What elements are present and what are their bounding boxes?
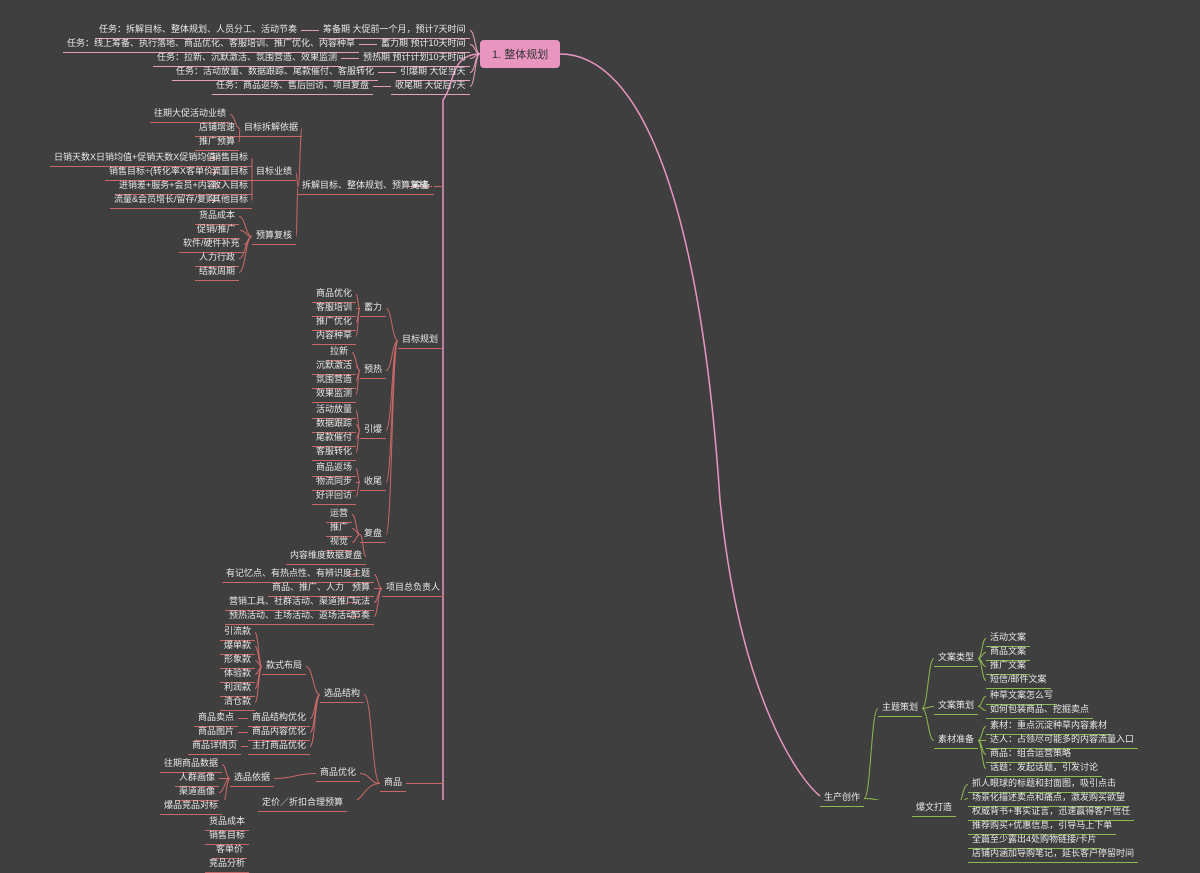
mindmap-node: 短信/邮件文案 <box>986 672 1051 689</box>
mindmap-node: 流量&会员增长/留存/复购 <box>110 192 219 209</box>
mindmap-node: 内容维度数据复盘 <box>286 548 366 565</box>
mindmap-node: 目标业绩 <box>252 164 296 181</box>
mindmap-node: 如何包装商品、挖掘卖点 <box>986 702 1093 719</box>
mindmap-node: 生产创作 <box>820 790 864 807</box>
mindmap-node: 素材准备 <box>934 732 978 749</box>
mindmap-node: 推广预算 <box>195 134 239 151</box>
mindmap-node: 收尾 <box>360 474 386 491</box>
mindmap-node: 主打商品优化 <box>248 738 310 755</box>
mindmap-node: 款式布局 <box>262 658 306 675</box>
mindmap-node: 预热活动、主场活动、返场活动 <box>225 608 359 625</box>
mindmap-node: 主题策划 <box>878 700 922 717</box>
mindmap-node: 商品详情页 <box>188 738 241 755</box>
mindmap-node: 引爆 <box>360 422 386 439</box>
mindmap-node: 竞品分析 <box>205 856 249 873</box>
mindmap-node: 预算复核 <box>252 228 296 245</box>
mindmap-node: 商品优化 <box>316 765 360 782</box>
mindmap-node: 好评回访 <box>312 488 356 505</box>
mindmap-node: 目标拆解依据 <box>240 120 302 137</box>
mindmap-node: 店铺内涵加导购笔记，延长客户停留时间 <box>968 846 1138 863</box>
mindmap-node: 收尾期 大促后7天 <box>391 78 470 95</box>
mindmap-node: 文案策划 <box>934 698 978 715</box>
mindmap-node: 清仓款 <box>220 694 255 711</box>
mindmap-node: 预热 <box>360 362 386 379</box>
mindmap-node: 文案类型 <box>934 650 978 667</box>
mindmap-node: 爆品竞品对标 <box>160 798 222 815</box>
mindmap-node: 效果监测 <box>312 386 356 403</box>
mindmap-node: 1. 整体规划 <box>480 40 560 68</box>
mindmap-node: 话题：发起话题，引发讨论 <box>986 760 1102 777</box>
mindmap-node: 结款周期 <box>195 264 239 281</box>
mindmap-node: 内容种草 <box>312 328 356 345</box>
mindmap-node: 拆解目标、整体规划、预算复核 <box>298 178 432 195</box>
mindmap-node: 复盘 <box>360 526 386 543</box>
mindmap-node: 客服转化 <box>312 444 356 461</box>
mindmap-node: 定价／折扣合理预算 <box>258 795 347 812</box>
mindmap-node: 爆文打造 <box>912 800 956 817</box>
mindmap-node: 目标规划 <box>398 332 442 349</box>
mindmap-node: 项目总负责人 <box>382 580 444 597</box>
mindmap-node: 选品结构 <box>320 686 364 703</box>
mindmap-node: 蓄力 <box>360 300 386 317</box>
mindmap-node: 商品 <box>380 775 406 792</box>
mindmap-node: 任务：商品返场、售后回访、项目复盘 <box>212 78 373 95</box>
mindmap-node: 选品依据 <box>230 770 274 787</box>
